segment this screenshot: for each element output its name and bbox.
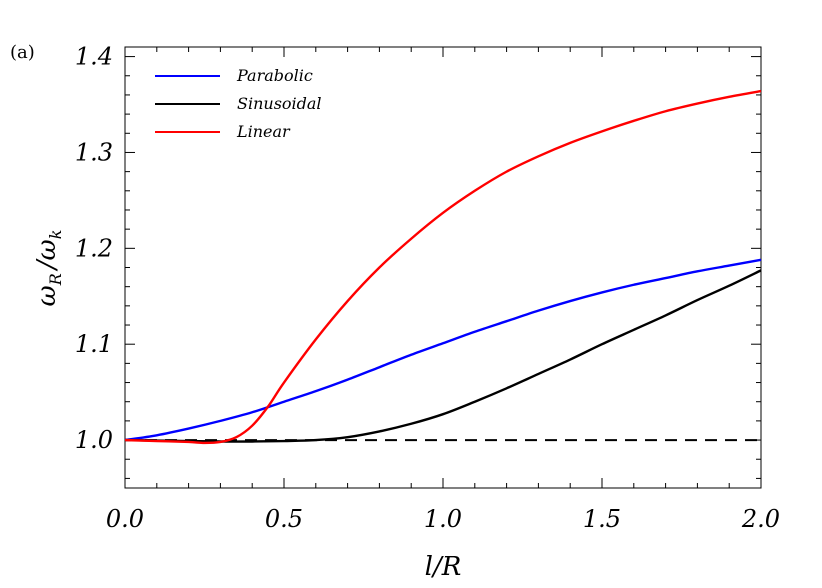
y-axis-title-sub: R	[46, 273, 65, 286]
x-tick-label: 0.5	[265, 505, 303, 533]
y-tick-label: 1.4	[75, 43, 113, 71]
y-tick-label: 1.1	[75, 330, 113, 358]
series-line-linear	[124, 89, 762, 445]
legend-label-parabolic: Parabolic	[236, 66, 313, 85]
legend-label-sinusoidal: Sinusoidal	[237, 94, 322, 113]
series-line-sinusoidal	[124, 269, 762, 443]
y-axis-title-sub2: k	[46, 230, 65, 240]
y-tick-label: 1.2	[75, 234, 113, 262]
y-axis-title-div: /	[32, 258, 62, 272]
x-tick-label: 2.0	[741, 505, 780, 533]
y-axis-title-main: ω	[32, 285, 62, 306]
legend-label-linear: Linear	[236, 122, 291, 141]
plot-area: 0.0 0.5 1.0 1.5 2.0 1.0 1.1 1.2 1.3 1.4	[75, 43, 780, 533]
y-axis-title: ωR/ωk	[32, 230, 65, 307]
legend: Parabolic Sinusoidal Linear	[155, 66, 322, 141]
panel-label: (a)	[10, 42, 35, 63]
y-tick-label: 1.3	[75, 138, 113, 166]
x-tick-label: 0.0	[106, 505, 144, 533]
x-axis-title: l/R	[425, 552, 462, 582]
axis-ticks	[124, 47, 762, 488]
series-lines	[124, 89, 762, 445]
y-axis-title-main2: ω	[32, 239, 62, 260]
x-tick-labels: 0.0 0.5 1.0 1.5 2.0	[106, 505, 780, 533]
svg-text:ωR/ωk: ωR/ωk	[32, 230, 65, 307]
x-tick-label: 1.0	[424, 505, 462, 533]
series-line-parabolic	[124, 258, 762, 442]
y-tick-label: 1.0	[75, 426, 113, 454]
y-tick-labels: 1.0 1.1 1.2 1.3 1.4	[75, 43, 113, 454]
x-tick-label: 1.5	[583, 505, 621, 533]
